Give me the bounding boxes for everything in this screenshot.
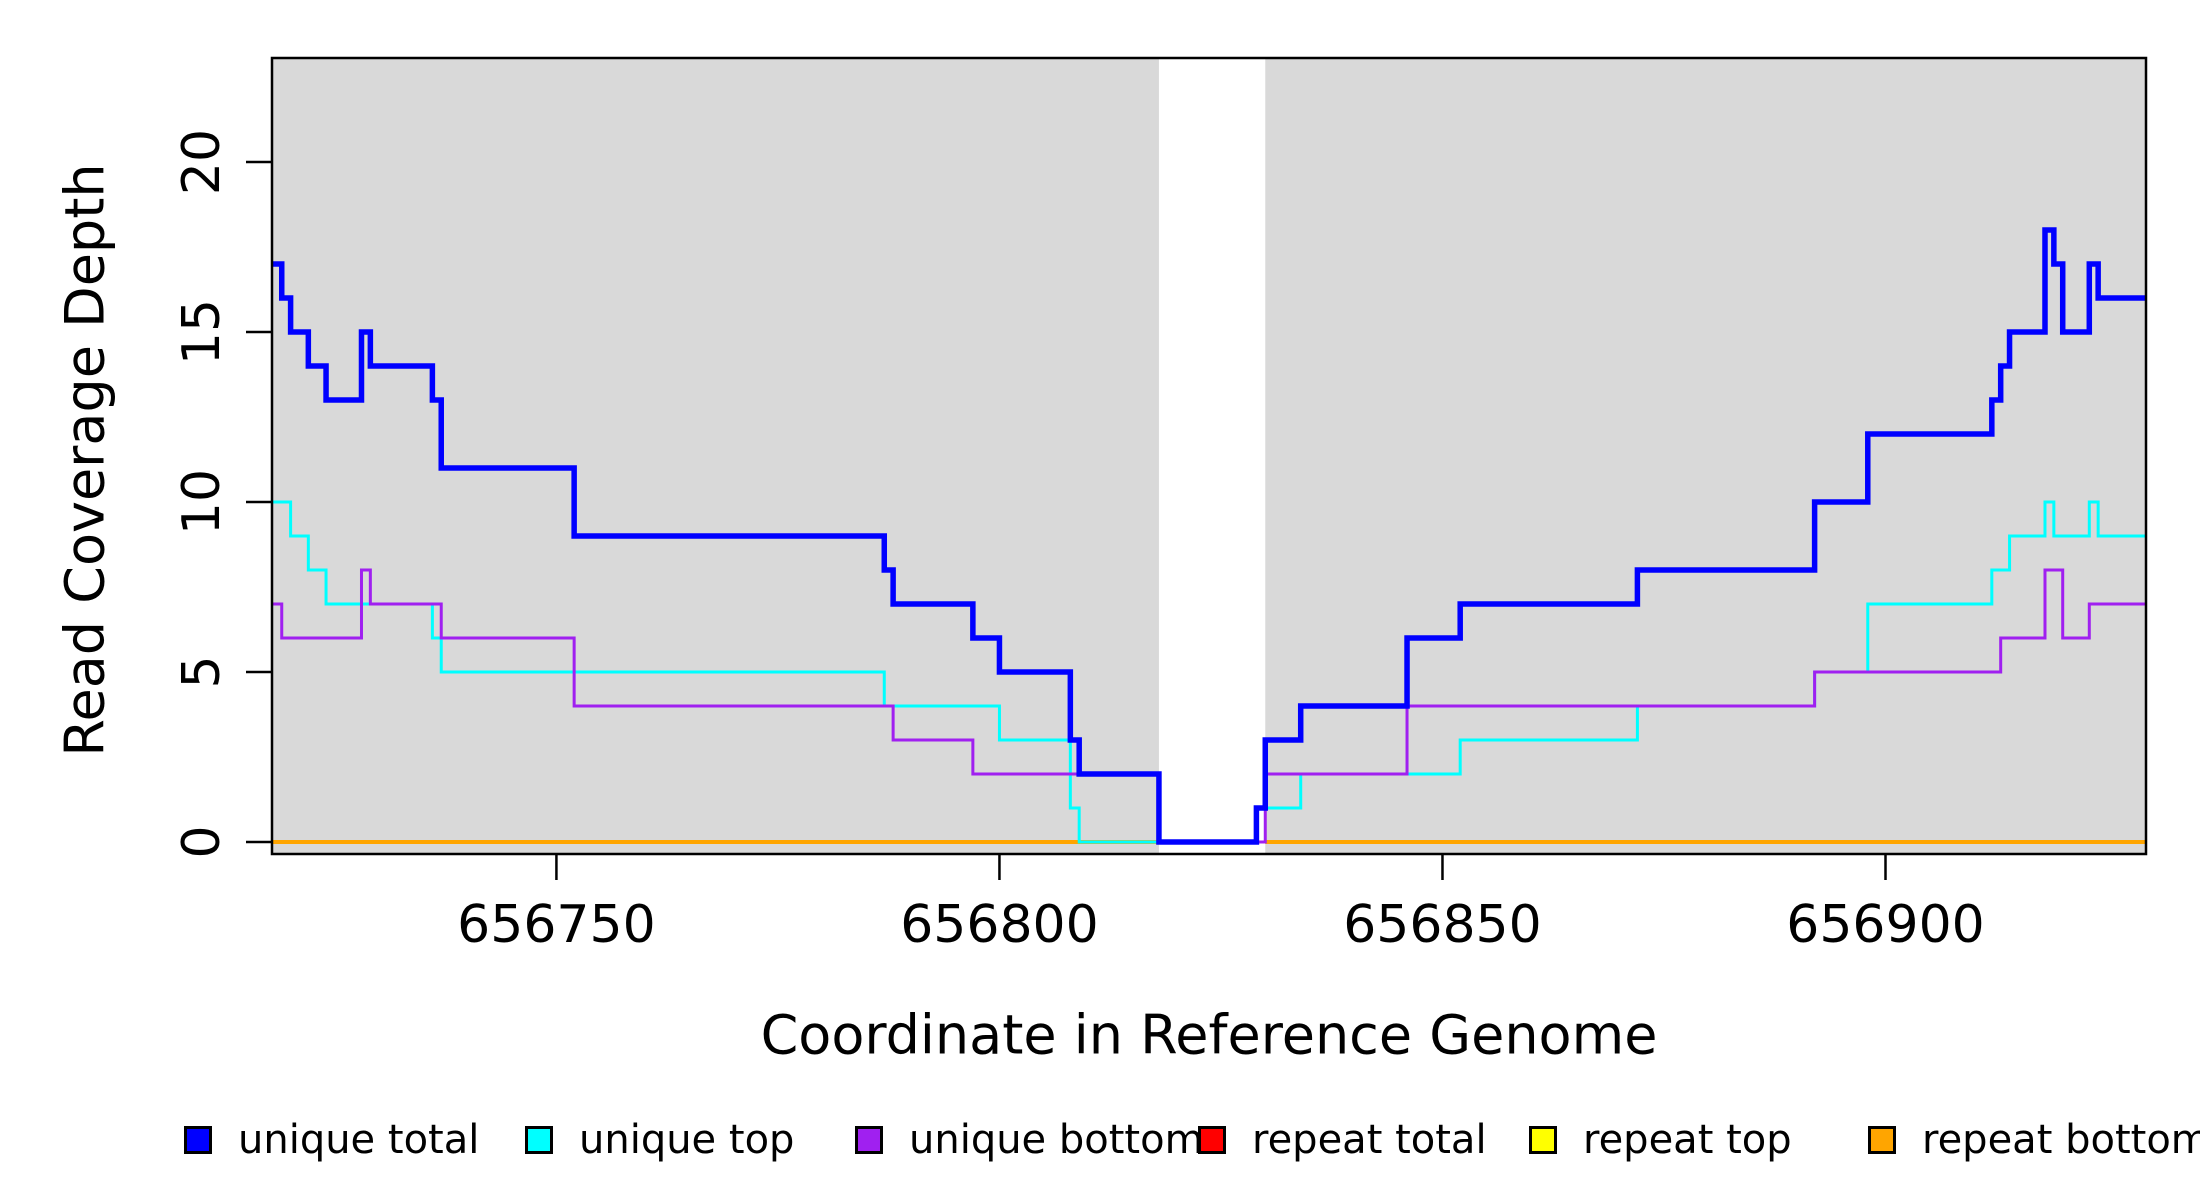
legend-item-unique-top: unique top [525, 1110, 794, 1170]
shaded-data-region [272, 59, 1159, 853]
x-tick-label: 656900 [1786, 895, 1985, 955]
legend-label: repeat total [1252, 1117, 1487, 1163]
x-axis-title: Coordinate in Reference Genome [760, 1003, 1658, 1067]
repeat-total-swatch-icon [1198, 1126, 1226, 1154]
legend-item-unique-bottom: unique bottom [855, 1110, 1204, 1170]
legend-item-repeat-bottom: repeat bottom [1868, 1110, 2200, 1170]
y-tick-label: 0 [172, 825, 232, 858]
unique-total-swatch-icon [184, 1126, 212, 1154]
legend-label: repeat top [1583, 1117, 1792, 1163]
unique-top-swatch-icon [525, 1126, 553, 1154]
y-axis-title: Read Coverage Depth [53, 163, 117, 757]
series-line-unique-total [272, 227, 2146, 845]
legend-label: unique bottom [909, 1117, 1204, 1163]
legend-label: unique top [579, 1117, 795, 1163]
x-tick-label: 656800 [900, 895, 1099, 955]
shaded-data-region [1265, 59, 2146, 853]
repeat-bottom-swatch-icon [1868, 1126, 1896, 1154]
repeat-top-swatch-icon [1529, 1126, 1557, 1154]
y-tick-label: 20 [172, 129, 232, 195]
x-tick-label: 656750 [457, 895, 656, 955]
y-tick-label: 5 [172, 655, 232, 688]
series-line-unique-top [272, 500, 2146, 844]
legend-label: repeat bottom [1922, 1117, 2200, 1163]
x-tick-label: 656850 [1343, 895, 1542, 955]
legend-label: unique total [238, 1117, 480, 1163]
legend-item-unique-total: unique total [184, 1110, 479, 1170]
y-tick-label: 15 [172, 299, 232, 365]
unique-bottom-swatch-icon [855, 1126, 883, 1154]
plot-box-border [270, 56, 2148, 856]
legend-item-repeat-top: repeat top [1529, 1110, 1792, 1170]
legend: unique total unique top unique bottom re… [0, 1110, 2200, 1180]
y-tick-label: 10 [172, 469, 232, 535]
legend-item-repeat-total: repeat total [1198, 1110, 1487, 1170]
